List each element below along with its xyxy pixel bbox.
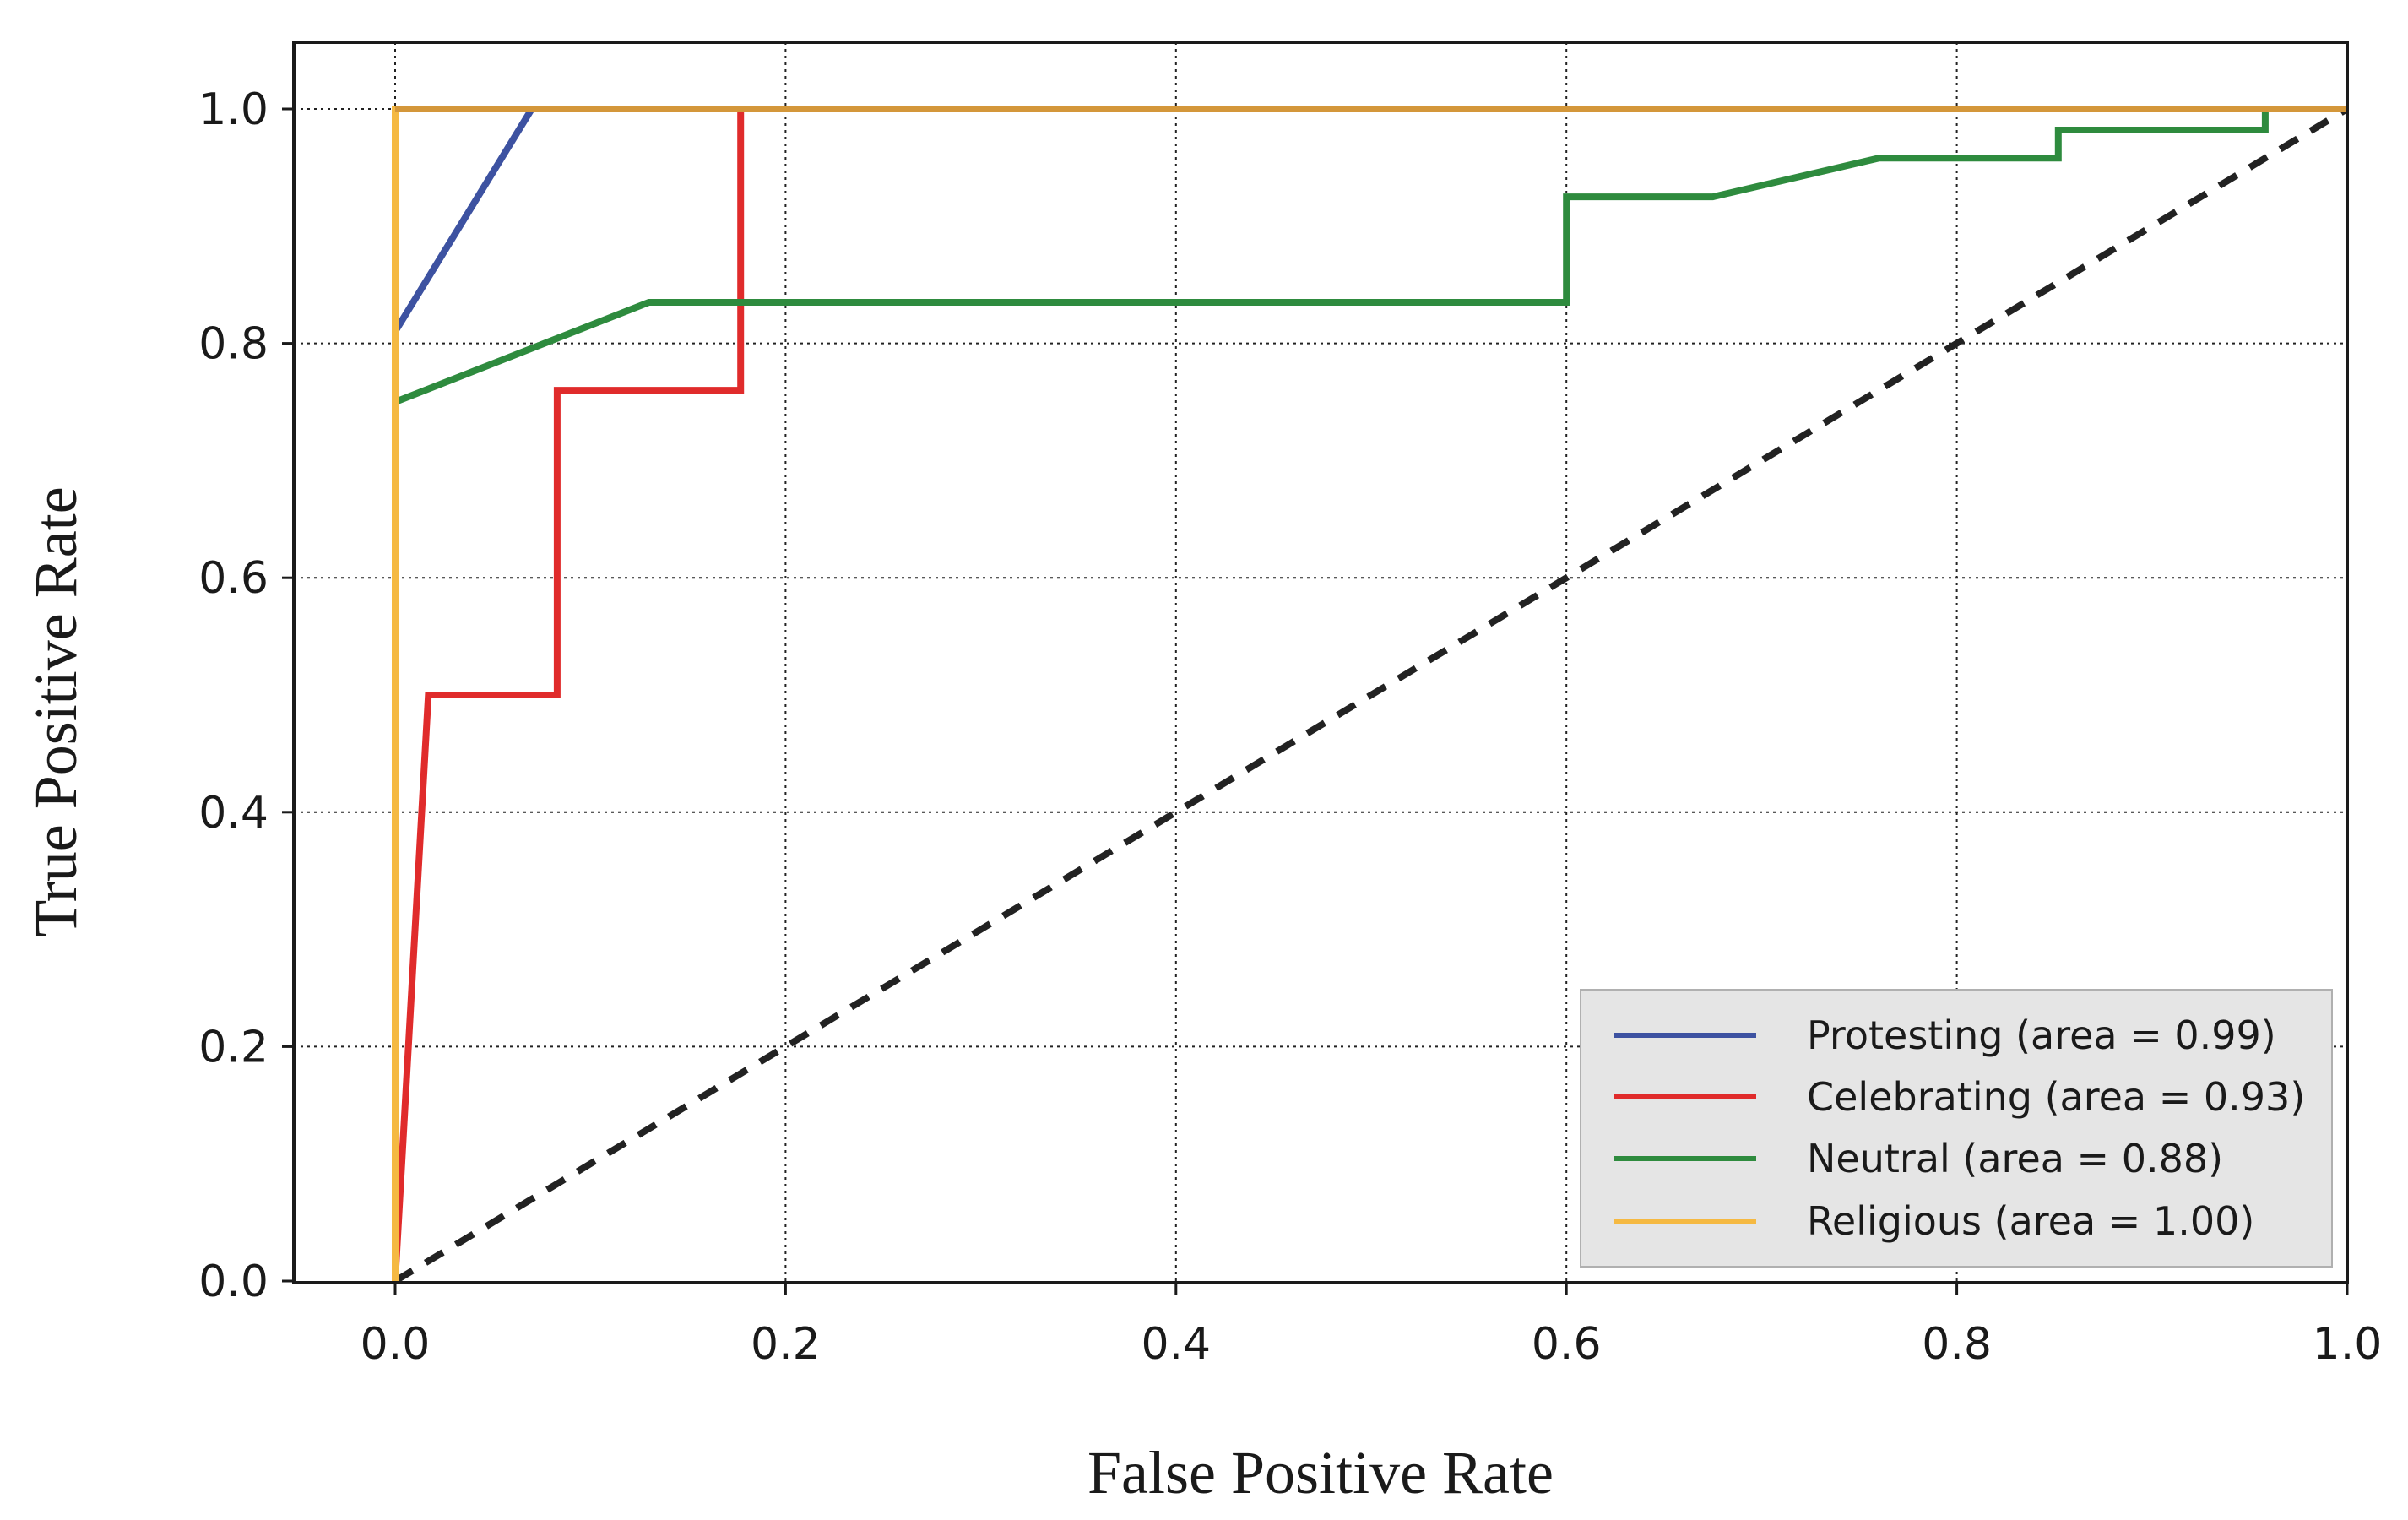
series-lines bbox=[392, 106, 2347, 1282]
y-tick-label: 1.0 bbox=[198, 84, 268, 135]
x-tick-label: 0.2 bbox=[751, 1319, 821, 1370]
diagonal-reference bbox=[393, 106, 2350, 1284]
legend-label: Religious (area = 1.00) bbox=[1807, 1198, 2254, 1244]
y-axis-title: True Positive Rate bbox=[22, 486, 89, 936]
x-tick-label: 0.4 bbox=[1141, 1319, 1211, 1370]
axis-tick-labels: 0.0 0.2 0.4 0.6 0.8 1.0 0.0 0.2 0.4 0.6 0.8 1.0 bbox=[198, 84, 2382, 1370]
legend-label: Protesting (area = 0.99) bbox=[1807, 1012, 2276, 1058]
diagonal-line bbox=[393, 106, 2350, 1284]
x-axis-title: False Positive Rate bbox=[1087, 1439, 1554, 1506]
plot-frame bbox=[292, 41, 2349, 1284]
y-tick-label: 0.2 bbox=[198, 1022, 268, 1072]
x-tick-label: 0.6 bbox=[1532, 1319, 1602, 1370]
legend-label: Celebrating (area = 0.93) bbox=[1807, 1074, 2305, 1120]
x-tick-label: 0.0 bbox=[361, 1319, 431, 1370]
y-tick-label: 0.0 bbox=[198, 1257, 268, 1307]
legend: Protesting (area = 0.99) Celebrating (are… bbox=[1580, 989, 2333, 1268]
legend-label: Neutral (area = 0.88) bbox=[1807, 1136, 2223, 1181]
y-tick-label: 0.8 bbox=[198, 319, 268, 370]
y-tick-label: 0.4 bbox=[198, 788, 268, 839]
x-tick-label: 0.8 bbox=[1922, 1319, 1992, 1370]
x-tick-label: 1.0 bbox=[2313, 1319, 2383, 1370]
series-line-neutral bbox=[392, 106, 2347, 1281]
y-tick-label: 0.6 bbox=[198, 553, 268, 604]
axis-ticks bbox=[282, 107, 2349, 1295]
